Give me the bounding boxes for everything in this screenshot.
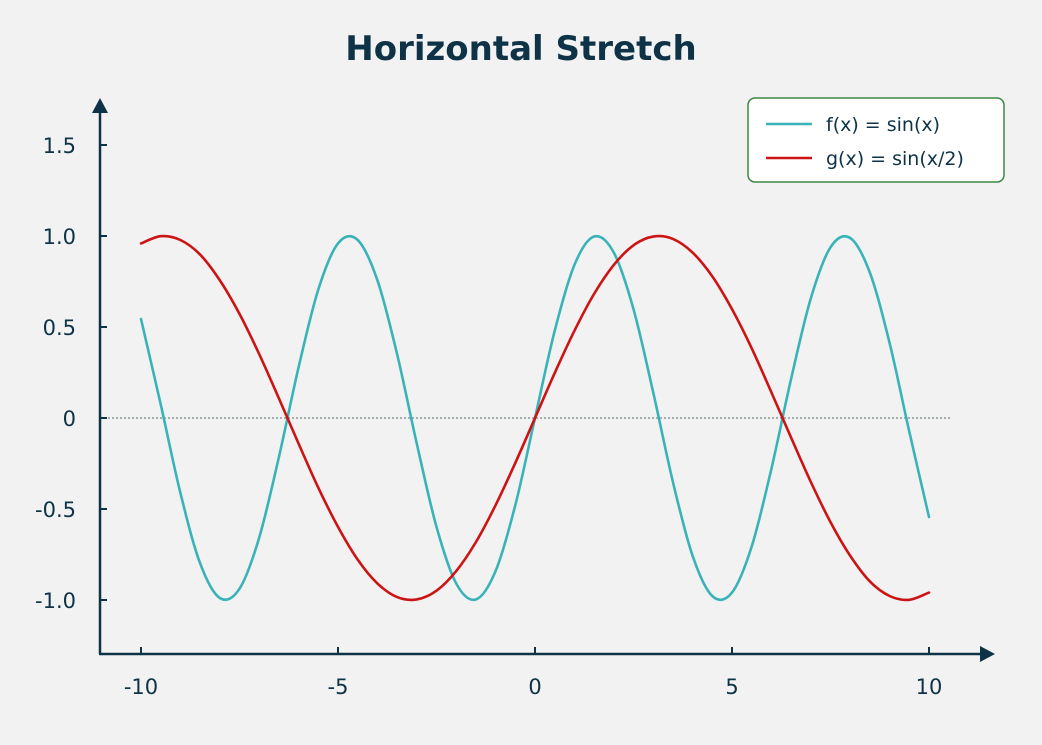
legend: f(x) = sin(x) g(x) = sin(x/2) — [747, 97, 1005, 183]
legend-box — [747, 97, 1005, 183]
x-tick-label: 0 — [528, 675, 541, 699]
y-tick-label: 0 — [63, 407, 76, 431]
x-tick-label: -5 — [328, 675, 349, 699]
series-line-g — [139, 234, 931, 602]
chart-title: Horizontal Stretch — [345, 29, 696, 69]
x-tick-label: 10 — [916, 675, 943, 699]
y-tick-label: 1.5 — [43, 134, 76, 158]
y-tick-label: -0.5 — [35, 498, 76, 522]
series-layer — [139, 234, 931, 602]
x-tick-label: 5 — [725, 675, 738, 699]
x-axis-arrow-icon — [980, 646, 995, 662]
legend-label: f(x) = sin(x) — [826, 114, 940, 136]
y-tick-label: -1.0 — [35, 589, 76, 613]
y-axis-arrow-icon — [92, 98, 108, 113]
ticks-layer: -10 -5 0 5 10 1.5 1.0 0.5 0 -0.5 -1.0 — [35, 134, 942, 699]
y-tick-label: 1.0 — [43, 225, 76, 249]
x-tick-label: -10 — [124, 675, 158, 699]
axes-layer — [92, 98, 995, 662]
y-tick-label: 0.5 — [43, 316, 76, 340]
legend-label: g(x) = sin(x/2) — [826, 148, 964, 170]
